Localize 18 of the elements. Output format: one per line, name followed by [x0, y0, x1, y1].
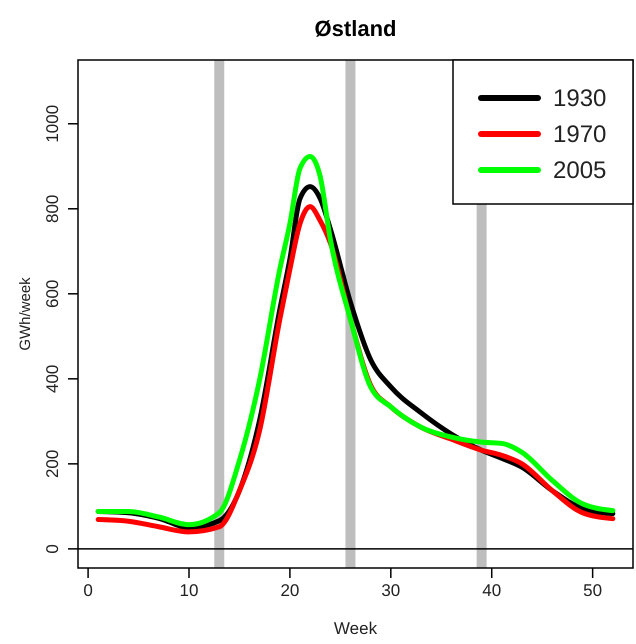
y-tick-label: 600: [43, 280, 62, 308]
y-tick-label: 0: [43, 544, 62, 554]
x-tick-label: 0: [83, 581, 93, 600]
x-axis-title: Week: [334, 619, 378, 638]
chart-title: Østland: [314, 16, 396, 41]
y-tick-label: 1000: [43, 104, 62, 143]
x-tick-label: 10: [180, 581, 198, 600]
x-tick-label: 20: [280, 581, 300, 600]
legend-label: 1970: [553, 121, 606, 148]
y-axis-title: GWh/week: [17, 276, 34, 351]
x-tick-label: 30: [381, 581, 400, 600]
x-tick-label: 50: [583, 581, 602, 600]
legend-label: 1930: [553, 85, 606, 112]
legend-label: 2005: [553, 157, 606, 184]
y-tick-label: 200: [43, 450, 62, 478]
x-tick-label: 40: [482, 581, 502, 600]
y-tick-label: 400: [43, 364, 62, 394]
y-tick-label: 800: [43, 194, 62, 223]
